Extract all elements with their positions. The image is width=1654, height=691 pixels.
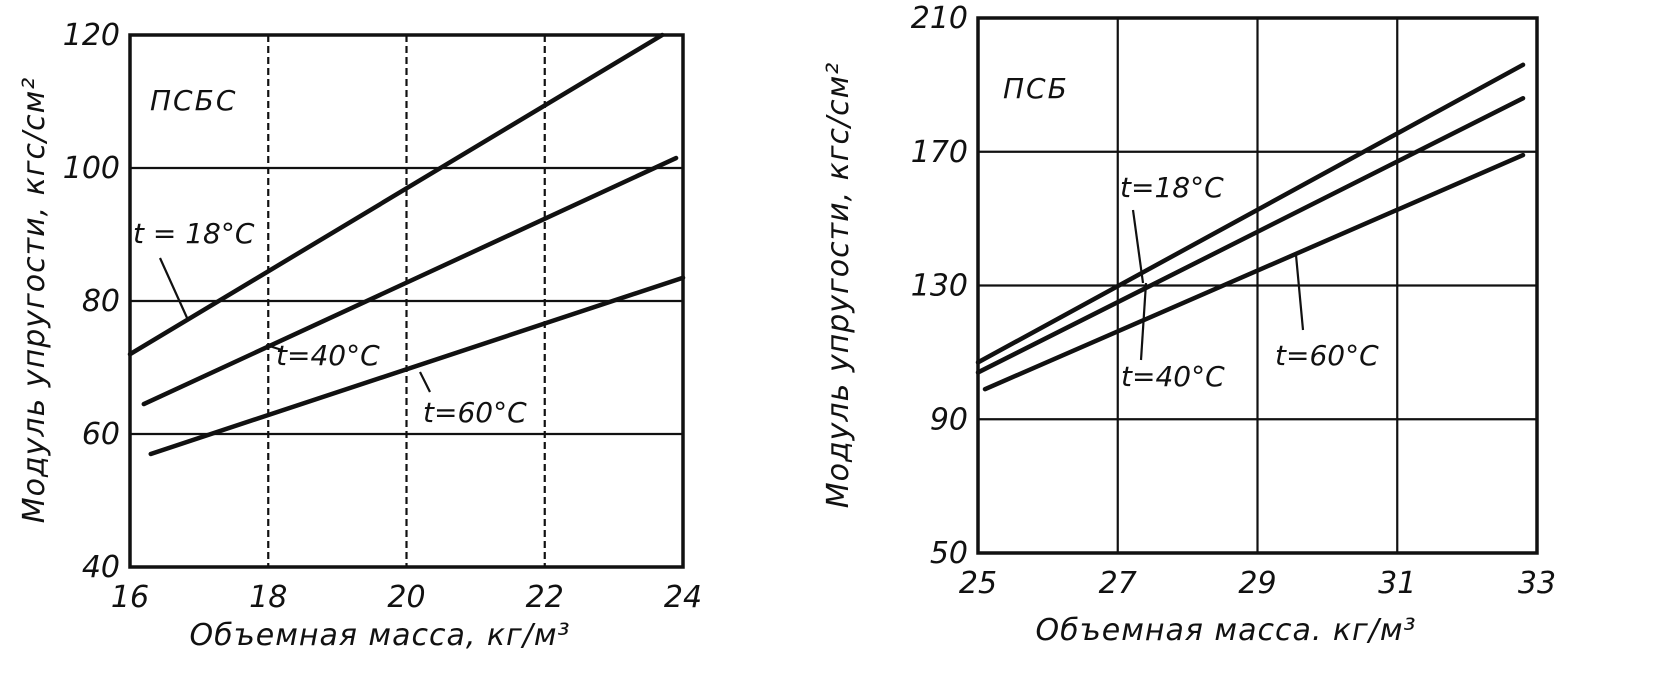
curve-label-18: t=18°C: [1120, 171, 1224, 204]
y-tick-label: 80: [82, 284, 120, 319]
curve-label-18: t = 18°C: [133, 217, 255, 250]
series-line-2: [982, 152, 1526, 392]
label-leader-line: [1131, 209, 1145, 284]
x-tick-label: 31: [1378, 566, 1416, 601]
x-axis-label: Объемная масса, кг/м³: [189, 618, 570, 653]
plot-frame: [128, 33, 685, 569]
y-tick-label: 210: [911, 1, 968, 36]
x-tick-label: 20: [387, 580, 425, 615]
x-tick-label: 29: [1238, 566, 1276, 601]
y-tick-label: 130: [911, 269, 968, 304]
y-axis-label: Модуль упругости, кгс/см²: [17, 77, 52, 524]
label-leader-line: [1139, 282, 1148, 361]
x-tick-label: 18: [249, 580, 287, 615]
series-line-1: [975, 96, 1526, 375]
x-tick-label: 25: [959, 566, 997, 601]
label-leader-line: [265, 343, 283, 352]
x-tick-label: 27: [1099, 566, 1137, 601]
curve-label-60: t=60°C: [423, 396, 527, 429]
series-line-0: [975, 62, 1526, 365]
x-tick-label: 22: [526, 580, 564, 615]
curve-label-40: t=40°C: [1121, 360, 1225, 393]
material-label: ПСБ: [1003, 72, 1069, 105]
material-label: ПСБС: [150, 84, 237, 117]
x-tick-label: 33: [1518, 566, 1556, 601]
y-tick-label: 120: [63, 18, 120, 53]
x-tick-label: 24: [664, 580, 702, 615]
y-tick-label: 60: [82, 417, 120, 452]
y-tick-label: 40: [82, 550, 120, 585]
y-tick-label: 90: [930, 402, 968, 437]
curve-label-40: t=40°C: [276, 339, 380, 372]
y-tick-label: 170: [911, 135, 968, 170]
series-line-2: [148, 275, 686, 457]
y-tick-label: 100: [63, 151, 120, 186]
label-leader-line: [1294, 254, 1305, 331]
x-tick-label: 16: [111, 580, 149, 615]
series-line-0: [127, 32, 665, 357]
x-axis-label: Объемная масса. кг/м³: [1035, 613, 1416, 648]
curve-label-60: t=60°C: [1275, 339, 1379, 372]
label-leader-line: [158, 257, 190, 321]
y-tick-label: 50: [930, 536, 968, 571]
y-axis-label: Модуль упругости, кгс/см²: [821, 62, 856, 509]
plot-frame: [976, 16, 1539, 555]
chart-psbs: 16 18 20 22 24 40 60 80 100 120 ПСБС Объемная мас…: [17, 18, 702, 653]
series-line-1: [141, 155, 679, 407]
chart-psb: 25 27 29 31 33 50 90 130 170 210 ПСБ Объемная мас…: [821, 1, 1556, 648]
label-leader-line: [419, 371, 431, 393]
